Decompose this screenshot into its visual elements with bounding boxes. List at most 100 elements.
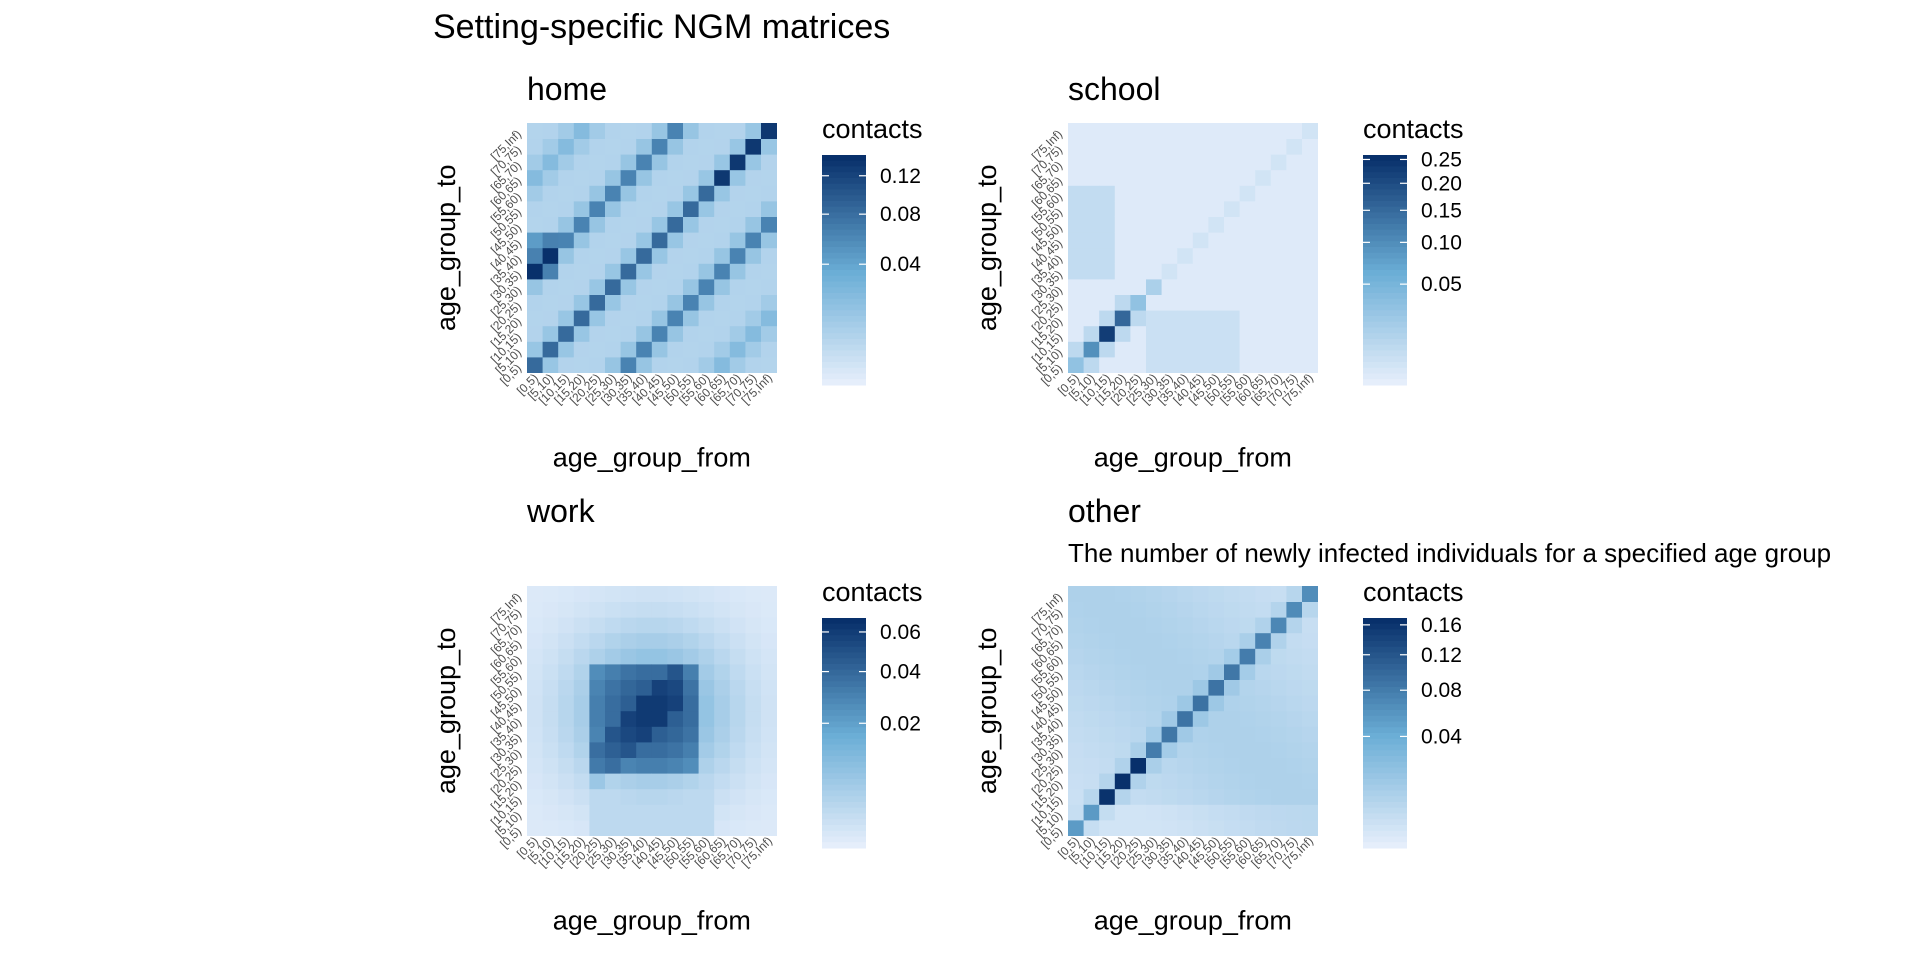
legend-bar-segment bbox=[1363, 304, 1407, 311]
heatmap-cell bbox=[589, 154, 606, 171]
legend-bar-segment bbox=[822, 270, 866, 277]
heatmap-cell bbox=[636, 773, 653, 790]
heatmap-cell bbox=[761, 154, 777, 171]
heatmap-cell bbox=[589, 325, 606, 342]
heatmap-cell bbox=[761, 710, 777, 727]
heatmap-cell bbox=[651, 263, 668, 280]
heatmap-cell bbox=[1083, 123, 1100, 139]
heatmap-cell bbox=[527, 123, 543, 139]
heatmap-cell bbox=[1177, 617, 1194, 634]
heatmap-cell bbox=[1255, 820, 1272, 836]
heatmap-cell bbox=[651, 788, 668, 805]
heatmap-cell bbox=[1177, 632, 1194, 649]
heatmap-cell bbox=[667, 154, 684, 171]
heatmap-cell bbox=[683, 169, 699, 186]
heatmap-cell bbox=[542, 820, 559, 836]
legend-bar-segment bbox=[822, 189, 866, 196]
heatmap-cell bbox=[1177, 294, 1194, 311]
heatmap-cell bbox=[683, 325, 699, 342]
heatmap-cell bbox=[620, 586, 637, 602]
heatmap-cell bbox=[1208, 123, 1225, 139]
heatmap-cell bbox=[1286, 742, 1303, 758]
legend-bar-segment bbox=[822, 813, 866, 820]
legend-bar-segment bbox=[1363, 623, 1407, 630]
heatmap-cell bbox=[1208, 169, 1225, 186]
heatmap-cell bbox=[729, 341, 746, 358]
heatmap-cell bbox=[651, 185, 668, 202]
legend-bar-segment bbox=[1363, 790, 1407, 797]
legend-bar-segment bbox=[1363, 316, 1407, 323]
heatmap-cell bbox=[1224, 617, 1240, 634]
heatmap-cell bbox=[1146, 820, 1162, 836]
heatmap-cell bbox=[761, 310, 777, 327]
heatmap-cell bbox=[729, 247, 746, 264]
heatmap-cell bbox=[745, 169, 762, 186]
heatmap-cell bbox=[1224, 726, 1240, 743]
heatmap-cell bbox=[1239, 341, 1256, 358]
heatmap-cell bbox=[667, 757, 684, 774]
heatmap-cell bbox=[651, 154, 668, 171]
heatmap-cell bbox=[729, 820, 746, 836]
legend-bar-segment bbox=[1363, 652, 1407, 659]
legend-bar-segment bbox=[1363, 669, 1407, 676]
heatmap-cell bbox=[1239, 216, 1256, 233]
heatmap-cell bbox=[1068, 742, 1084, 758]
heatmap-cell bbox=[1083, 310, 1100, 327]
heatmap-cell bbox=[1099, 820, 1116, 836]
heatmap-cell bbox=[714, 773, 731, 790]
heatmap-cell bbox=[667, 279, 684, 295]
heatmap-cell bbox=[1146, 742, 1162, 758]
legend-bar-segment bbox=[1363, 830, 1407, 837]
heatmap-cell bbox=[729, 263, 746, 280]
heatmap-cell bbox=[1068, 185, 1084, 202]
heatmap-cell bbox=[1068, 773, 1084, 790]
heatmap-cell bbox=[1270, 138, 1287, 155]
heatmap-cell bbox=[1083, 216, 1100, 233]
heatmap-cell bbox=[1068, 169, 1084, 186]
legend-bar-segment bbox=[1363, 327, 1407, 334]
heatmap-cell bbox=[729, 601, 746, 618]
heatmap-cell bbox=[698, 586, 715, 602]
heatmap-cell bbox=[1255, 695, 1272, 712]
heatmap-cell bbox=[605, 294, 621, 311]
heatmap-cell bbox=[620, 632, 637, 649]
heatmap-cell bbox=[573, 773, 590, 790]
heatmap-cell bbox=[1114, 294, 1131, 311]
heatmap-cell bbox=[1270, 710, 1287, 727]
heatmap-cell bbox=[745, 804, 762, 821]
legend-bar-segment bbox=[822, 339, 866, 346]
heatmap-cell bbox=[1302, 617, 1318, 634]
heatmap-cell bbox=[1114, 169, 1131, 186]
legend-bar-segment bbox=[1363, 773, 1407, 780]
heatmap-cell bbox=[589, 773, 606, 790]
heatmap-cell bbox=[1255, 617, 1272, 634]
heatmap-cell bbox=[1255, 201, 1272, 217]
heatmap-cell bbox=[1302, 757, 1318, 774]
heatmap-cell bbox=[527, 154, 543, 171]
heatmap-cell bbox=[761, 820, 777, 836]
heatmap-cell bbox=[1270, 154, 1287, 171]
legend-bar-segment bbox=[822, 750, 866, 757]
heatmap-cell bbox=[1224, 742, 1240, 758]
legend-bar-segment bbox=[1363, 635, 1407, 642]
legend-bar-segment bbox=[822, 344, 866, 351]
heatmap-cell bbox=[558, 216, 575, 233]
heatmap-cell bbox=[1270, 804, 1287, 821]
heatmap-cell bbox=[1083, 294, 1100, 311]
heatmap-cell bbox=[589, 742, 606, 758]
legend-bar-segment bbox=[1363, 155, 1407, 162]
heatmap-cell bbox=[1302, 632, 1318, 649]
heatmap-cell bbox=[1302, 201, 1318, 217]
heatmap-cell bbox=[636, 279, 653, 295]
heatmap-cell bbox=[1302, 601, 1318, 618]
heatmap-cell bbox=[573, 263, 590, 280]
legend-bar-segment bbox=[822, 646, 866, 653]
heatmap-cell bbox=[761, 742, 777, 758]
heatmap-cell bbox=[651, 216, 668, 233]
heatmap-cell bbox=[729, 679, 746, 696]
heatmap-cell bbox=[714, 601, 731, 618]
heatmap-cell bbox=[1099, 788, 1116, 805]
heatmap-cell bbox=[1270, 648, 1287, 665]
heatmap-cell bbox=[1146, 216, 1162, 233]
heatmap-cell bbox=[558, 138, 575, 155]
